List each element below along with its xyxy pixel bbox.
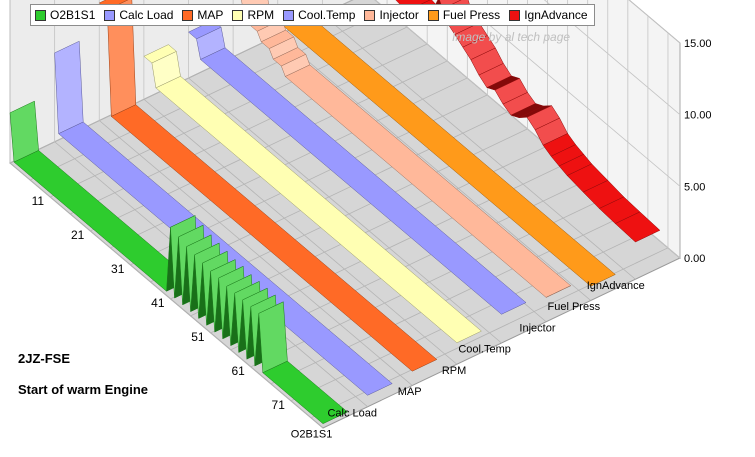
z-tick-label: 15.00	[684, 38, 712, 50]
legend-item-rpm: RPM	[232, 8, 274, 22]
legend-item-ignadvance: IgnAdvance	[509, 8, 588, 22]
series-map	[98, 0, 438, 372]
x-tick-label: 61	[231, 364, 245, 378]
series-axis-label-injector: Injector	[519, 322, 555, 334]
annotation-condition: Start of warm Engine	[18, 382, 149, 397]
x-tick-label: 51	[191, 330, 205, 344]
legend-swatch-ignadvance	[509, 9, 521, 21]
chart-labels: 11 21 31 41 51 61 71 O2B1S1 Calc Load MAP RPM Cool.…	[32, 38, 712, 441]
legend-swatch-o2b1s1	[35, 9, 46, 21]
series-o2b1s1-segment	[262, 360, 348, 424]
series-map-segment	[110, 104, 438, 372]
x-tick-label: 31	[111, 262, 125, 276]
legend-label: Cool.Temp	[298, 8, 356, 22]
series-rpm-segment	[155, 76, 482, 344]
series-cool-temp-segment	[200, 47, 527, 315]
floor-grid-line	[188, 77, 502, 344]
series-injector-segment	[545, 285, 571, 298]
floor-grid-line	[277, 35, 592, 301]
watermark: Image by al tech page	[452, 30, 571, 44]
wall-grid-line	[543, 0, 681, 115]
floor-grid-line	[143, 98, 458, 365]
series-axis-label-map: MAP	[398, 386, 422, 398]
legend-item-o2b1s1: O2B1S1	[35, 8, 95, 22]
x-tick-label: 71	[272, 398, 286, 412]
z-tick-label: 10.00	[684, 110, 712, 122]
series-ignadvance-segment	[614, 211, 661, 243]
series-axis-label-cool-temp: Cool.Temp	[458, 344, 511, 356]
z-tick-label: 0.00	[684, 253, 705, 265]
wall-grid-line	[459, 0, 681, 187]
legend-item-fuel-press: Fuel Press	[427, 8, 501, 22]
legend-label: RPM	[247, 8, 275, 22]
legend-label: O2B1S1	[50, 8, 96, 22]
series-axis-label-o2b1s1: O2B1S1	[291, 429, 333, 441]
series-o2b1s1-segment	[258, 301, 288, 374]
legend-label: MAP	[197, 8, 224, 22]
series-axis-label-rpm: RPM	[442, 365, 466, 377]
legend-swatch-fuel-press	[427, 9, 439, 21]
legend-item-map: MAP	[182, 8, 223, 22]
legend-item-calc-load: Calc Load	[104, 8, 173, 22]
z-tick-label: 5.00	[684, 181, 705, 193]
series-axis-label-ignadvance: IgnAdvance	[587, 280, 645, 292]
floor-grid-line	[322, 13, 636, 280]
series-calc-load-segment	[54, 40, 84, 135]
legend-label: IgnAdvance	[524, 8, 588, 22]
legend-item-injector: Injector	[364, 8, 419, 22]
legend-swatch-injector	[364, 9, 376, 21]
legend-label: Fuel Press	[442, 8, 501, 22]
x-tick-label: 21	[71, 228, 85, 242]
legend-label: Injector	[379, 8, 419, 22]
x-tick-label: 11	[32, 194, 45, 208]
series-axis-label-calc-load: Calc Load	[327, 407, 377, 419]
legend-item-cool-temp: Cool.Temp	[283, 8, 355, 22]
floor-grid-line	[98, 120, 413, 386]
series-rpm	[143, 44, 482, 344]
legend-swatch-map	[182, 9, 194, 21]
legend-swatch-calc-load	[104, 9, 116, 21]
chart-legend: O2B1S1 Calc Load MAP RPM Cool.Temp Injector Fu…	[30, 4, 595, 26]
legend-label: Calc Load	[119, 8, 174, 22]
legend-swatch-cool-temp	[283, 9, 295, 21]
floor-grid-line	[9, 162, 324, 429]
series-o2b1s1	[9, 100, 348, 424]
legend-swatch-rpm	[232, 9, 244, 21]
annotation-engine: 2JZ-FSE	[18, 351, 71, 366]
x-tick-label: 41	[151, 296, 165, 310]
series-axis-label-fuel-press: Fuel Press	[548, 301, 601, 313]
chart-series	[9, 0, 661, 424]
